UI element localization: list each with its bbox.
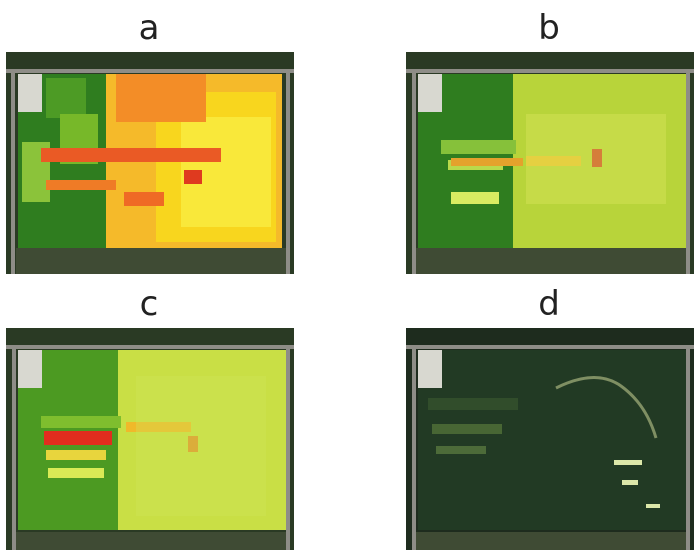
panel-c-image [6,328,294,550]
panel-a-label: a [138,8,160,48]
panel-b-label: b [538,8,560,48]
field-map-d [406,328,694,550]
field-map-c [6,328,294,550]
field-map-b [406,52,694,274]
field-map-a [6,52,294,274]
panel-b-image [406,52,694,274]
road-left [11,69,15,274]
panel-a-image [6,52,294,274]
farmstead [18,74,42,112]
panel-c-label: c [139,284,159,324]
road-top [6,69,294,73]
panel-d-label: d [538,284,560,324]
road-right [286,69,290,274]
panel-d-image [406,328,694,550]
